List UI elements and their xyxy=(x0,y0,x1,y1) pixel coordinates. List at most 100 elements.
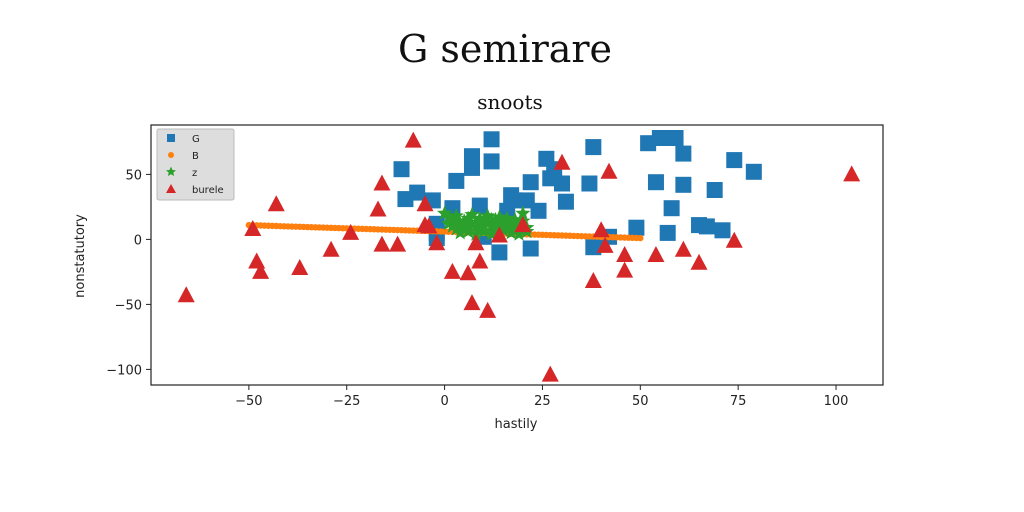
y-tick-label: −100 xyxy=(106,363,142,378)
legend-triangle-icon xyxy=(166,184,176,193)
legend-box xyxy=(156,128,235,201)
y-tick-label: −50 xyxy=(115,298,142,313)
data-point-star xyxy=(444,211,460,227)
data-point-square xyxy=(714,222,731,239)
data-point-square xyxy=(463,148,480,165)
data-point-square xyxy=(522,174,539,191)
data-point-star xyxy=(437,205,453,220)
axes-title: snoots xyxy=(477,90,543,114)
data-point-triangle xyxy=(514,216,532,233)
data-point-square xyxy=(581,175,598,192)
data-point-star xyxy=(456,219,472,235)
data-point-star xyxy=(483,211,500,227)
data-point-triangle xyxy=(471,252,489,269)
data-point-triangle xyxy=(463,294,481,311)
data-point-triangle xyxy=(690,253,708,270)
legend-entry-z: z xyxy=(166,166,197,179)
data-point-star xyxy=(472,214,488,229)
data-point-square xyxy=(393,161,410,178)
data-point-triangle xyxy=(428,234,446,251)
legend: G B z burele xyxy=(156,128,235,201)
axes-frame xyxy=(150,124,884,386)
data-point-triangle xyxy=(389,235,407,252)
x-tick-label: 75 xyxy=(730,394,747,409)
x-axis-label: hastily xyxy=(495,417,538,432)
data-point-square xyxy=(659,224,676,241)
y-tick-label: 50 xyxy=(125,168,142,183)
data-point-triangle xyxy=(596,236,614,253)
data-point-star xyxy=(448,214,464,229)
data-point-star xyxy=(440,209,457,224)
legend-square-icon xyxy=(167,134,175,142)
data-point-triangle xyxy=(244,220,262,236)
data-point-star xyxy=(480,208,496,223)
plot-area: −50 −25 0 25 50 75 100 50 0 −50 −100 xyxy=(106,124,884,409)
data-point-triangle xyxy=(467,234,485,251)
y-axis-label: nonstatutory xyxy=(73,214,88,298)
data-point-triangle xyxy=(404,131,422,148)
data-point-star xyxy=(464,206,480,222)
legend-label-g: G xyxy=(192,134,200,145)
data-point-square xyxy=(554,175,571,192)
x-tick-label: −25 xyxy=(333,394,360,409)
data-point-triangle xyxy=(647,246,665,262)
legend-entry-g: G xyxy=(167,134,200,145)
legend-label-z: z xyxy=(192,168,197,179)
data-point-triangle xyxy=(541,365,559,382)
data-marks xyxy=(177,130,861,382)
data-point-triangle xyxy=(592,221,610,238)
data-point-square xyxy=(448,172,465,189)
data-point-triangle xyxy=(616,261,634,278)
data-point-square xyxy=(726,152,743,169)
x-tick-label: 50 xyxy=(632,394,649,409)
data-point-square xyxy=(675,145,692,162)
data-point-star xyxy=(472,219,488,235)
legend-entry-b: B xyxy=(168,151,199,162)
data-point-star xyxy=(515,205,531,220)
data-point-square xyxy=(409,184,426,201)
data-point-square xyxy=(628,219,645,236)
x-tick-label: 100 xyxy=(824,394,849,409)
data-point-square xyxy=(675,176,692,193)
data-point-square xyxy=(647,174,664,191)
data-point-triangle xyxy=(584,272,602,288)
data-point-triangle xyxy=(459,264,477,281)
data-point-triangle xyxy=(553,153,571,170)
figure-suptitle: G semirare xyxy=(398,27,612,71)
data-point-star xyxy=(491,209,507,224)
data-point-square xyxy=(667,130,684,146)
data-point-star xyxy=(495,218,511,233)
data-point-square xyxy=(585,139,602,156)
data-point-triangle xyxy=(674,240,692,257)
y-axis-ticks: 50 0 −50 −100 xyxy=(106,168,151,378)
data-point-star xyxy=(440,215,457,231)
data-point-triangle xyxy=(322,240,340,257)
data-point-star xyxy=(499,210,515,226)
data-point-triangle xyxy=(342,223,360,240)
data-point-star xyxy=(507,221,523,236)
data-point-circle xyxy=(637,234,644,242)
legend-label-b: B xyxy=(192,151,199,162)
data-point-triangle xyxy=(252,262,270,279)
data-point-triangle xyxy=(600,162,618,179)
data-point-star xyxy=(460,217,476,232)
data-point-triangle xyxy=(843,165,861,182)
data-point-triangle xyxy=(443,262,461,279)
data-point-star xyxy=(503,224,519,240)
data-point-star xyxy=(487,221,504,236)
data-point-square xyxy=(651,130,668,146)
data-point-square xyxy=(491,244,508,261)
data-point-triangle xyxy=(177,286,195,303)
data-point-square xyxy=(745,163,762,180)
x-tick-label: −50 xyxy=(235,394,262,409)
y-tick-label: 0 xyxy=(134,233,142,248)
data-point-star xyxy=(503,215,519,231)
data-point-square xyxy=(471,197,488,214)
data-point-star xyxy=(476,223,492,239)
data-point-triangle xyxy=(416,195,434,212)
data-point-triangle xyxy=(725,231,743,248)
data-point-star xyxy=(511,226,527,241)
legend-label-burele: burele xyxy=(192,185,224,196)
data-point-triangle xyxy=(490,226,508,243)
